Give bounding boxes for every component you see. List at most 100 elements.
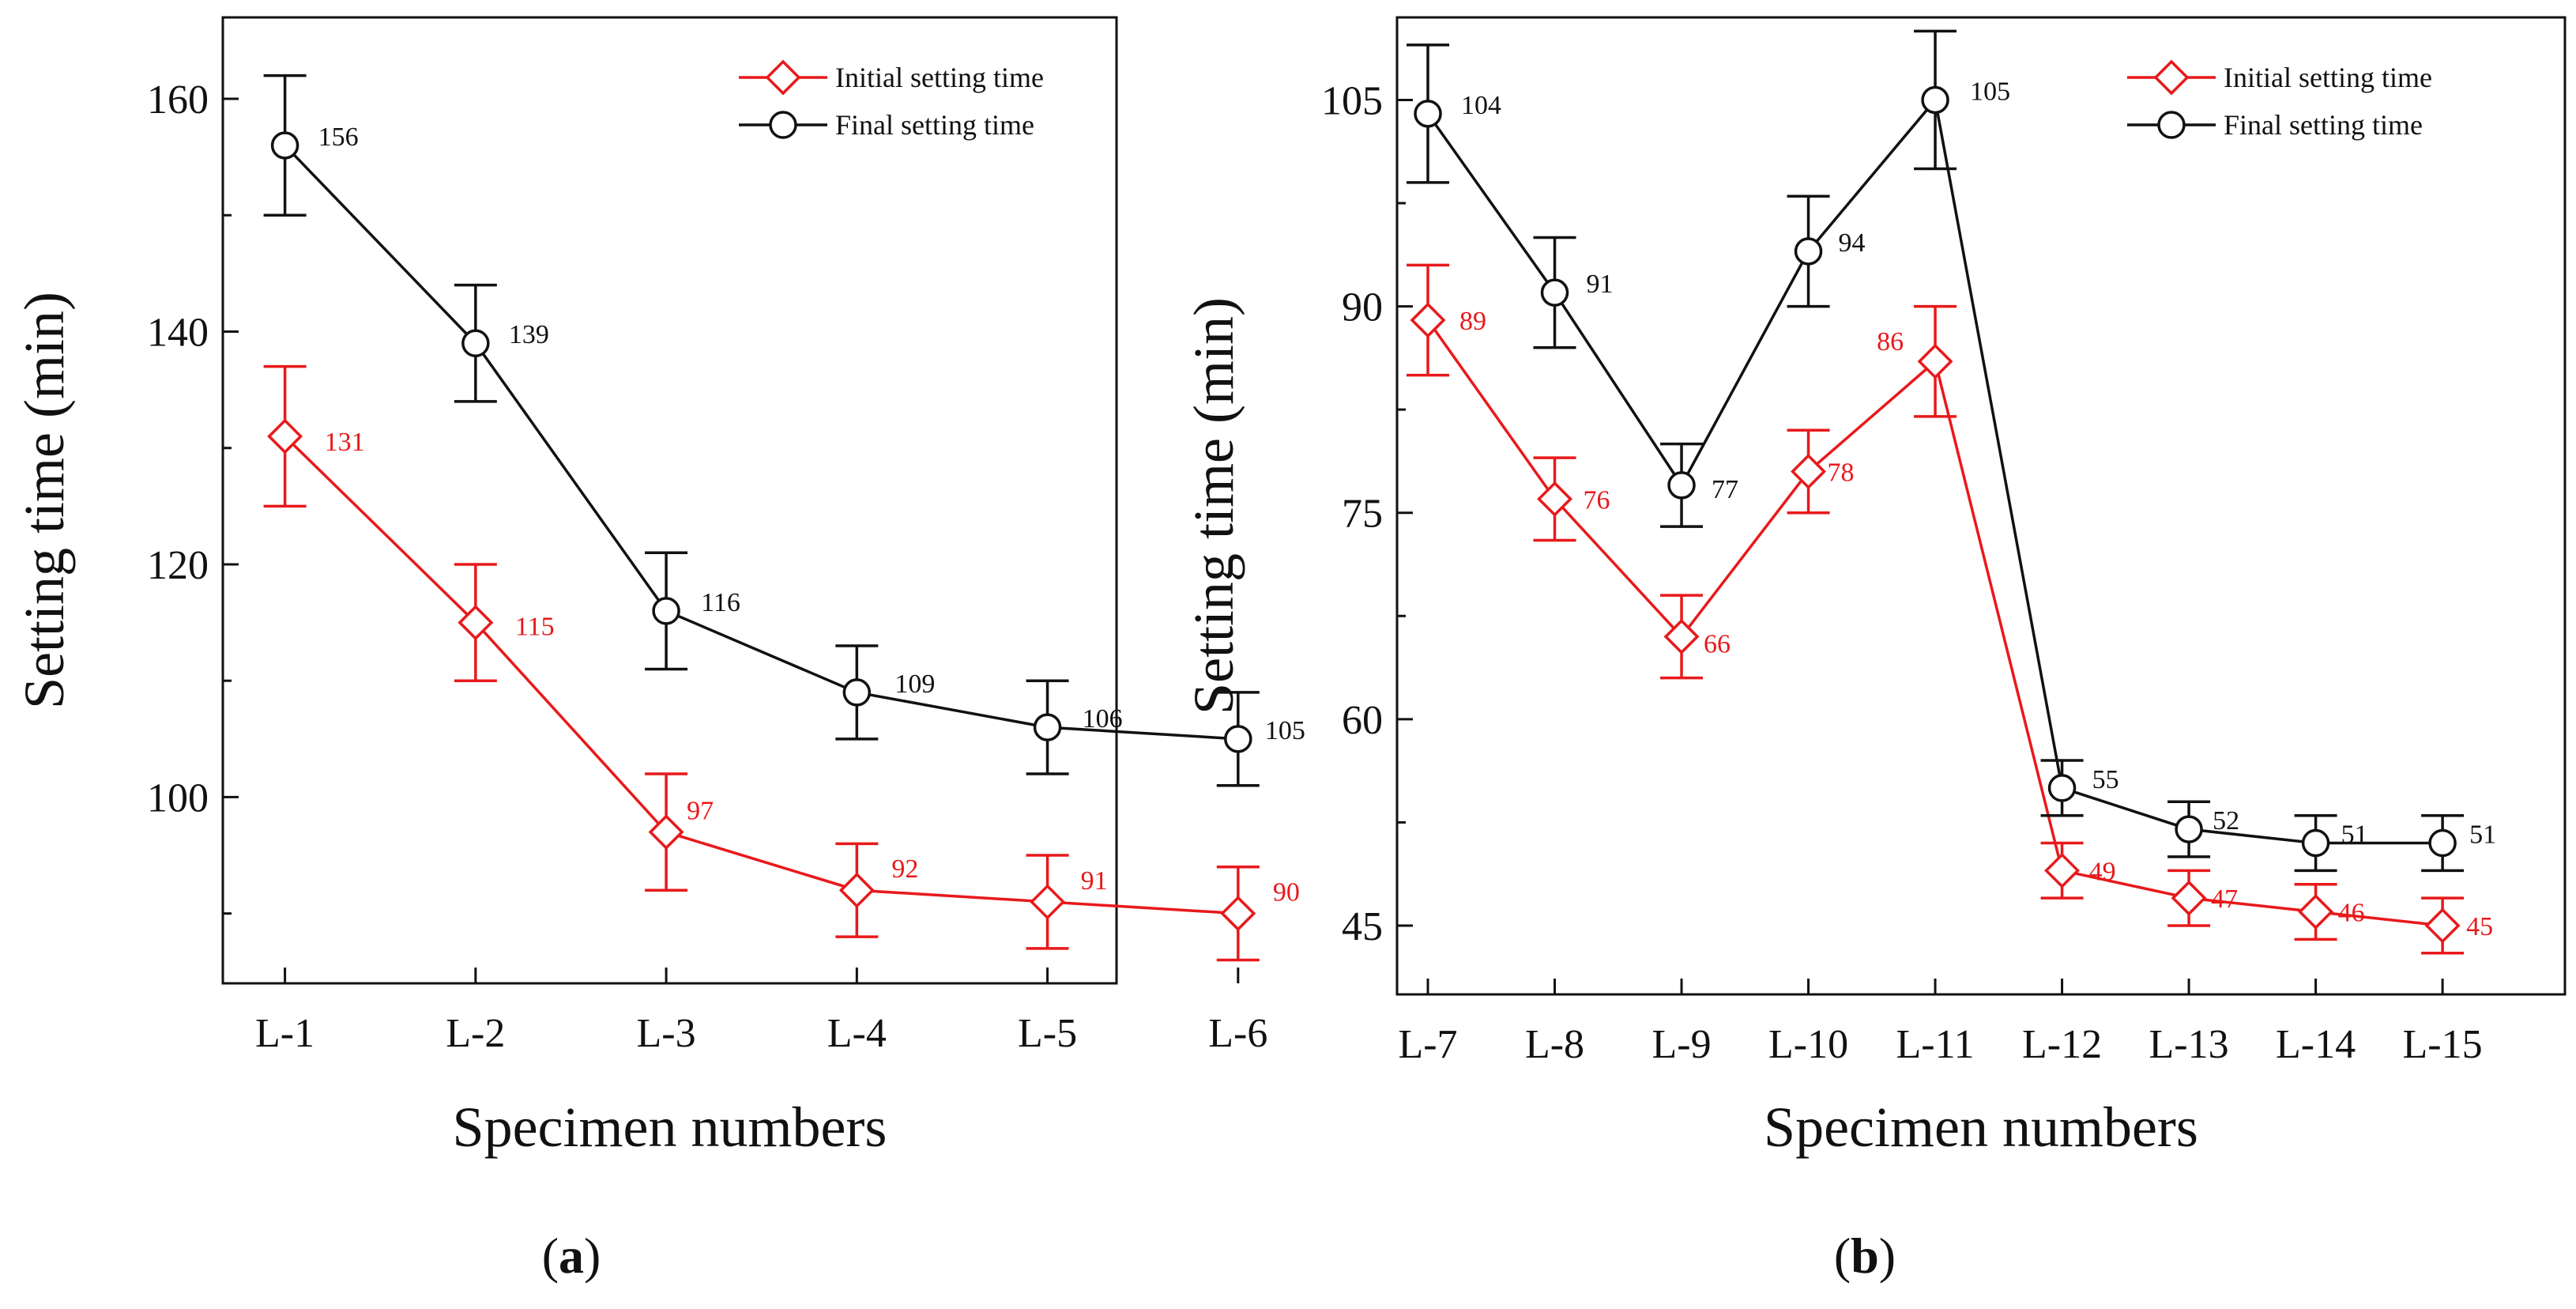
data-label-final: 105 (1265, 716, 1305, 745)
legend-label: Initial setting time (835, 62, 1044, 93)
y-tick-label: 45 (1342, 904, 1383, 949)
series-line-final (1426, 96, 2443, 845)
data-label-initial: 90 (1273, 878, 1300, 907)
data-label-final: 51 (2469, 820, 2496, 850)
data-label-initial: 92 (891, 854, 918, 884)
x-tick-label: L-1 (255, 1011, 314, 1056)
data-point-initial (1917, 343, 1953, 379)
series-final: 156 139 116 109 106 105 (263, 74, 1305, 787)
chart-panel-a: 100 120 140 160 L-1 L-2 L-3 L-4 L-5 L-6 Specimen n… (13, 16, 1305, 1284)
x-tick-label: L-11 (1896, 1022, 1974, 1067)
series-final: 104 91 77 94 105 55 52 51 51 (1407, 29, 2496, 873)
x-tick-label: L-14 (2276, 1022, 2356, 1067)
data-label-final: 156 (318, 123, 359, 152)
data-point-final (2301, 828, 2330, 858)
data-point-final (1224, 725, 1252, 753)
x-tick-label: L-4 (827, 1011, 887, 1056)
legend-marker-final (769, 111, 797, 139)
x-tick-label: L-7 (1398, 1022, 1457, 1067)
caption-close: ) (584, 1228, 601, 1284)
x-tick-label: L-2 (446, 1011, 505, 1056)
series-line-final (284, 144, 1238, 741)
data-label-initial: 66 (1704, 629, 1731, 658)
data-label-initial: 131 (325, 428, 365, 457)
data-point-initial (2044, 852, 2081, 888)
data-point-final (1667, 471, 1696, 500)
data-point-initial (1537, 481, 1573, 517)
data-label-initial: 86 (1877, 327, 1904, 356)
data-point-initial (458, 605, 494, 641)
legend-item-initial: Initial setting time (2127, 59, 2432, 96)
caption-close: ) (1879, 1228, 1896, 1284)
panel-caption: (a) (542, 1228, 601, 1284)
x-tick-label: L-8 (1525, 1022, 1584, 1067)
data-label-final: 94 (1839, 228, 1866, 258)
data-point-final (1033, 713, 1062, 741)
legend-label: Final setting time (835, 109, 1034, 141)
data-label-initial: 76 (1584, 485, 1610, 515)
x-axis-title: Specimen numbers (453, 1096, 887, 1159)
data-label-initial: 89 (1459, 307, 1486, 336)
legend-item-final: Final setting time (2127, 109, 2423, 141)
data-point-final (1414, 100, 1442, 128)
y-tick-label: 100 (147, 775, 209, 820)
data-label-initial: 78 (1828, 458, 1855, 487)
series-initial: 89 76 66 78 86 49 47 46 45 (1407, 263, 2493, 955)
x-tick-label: L-6 (1208, 1011, 1267, 1056)
series-line-initial (284, 435, 1238, 915)
data-label-final: 51 (2341, 820, 2368, 850)
y-tick-label: 140 (147, 311, 209, 356)
data-point-final (461, 329, 490, 357)
x-tick-label: L-9 (1651, 1022, 1711, 1067)
caption-open: ( (542, 1228, 559, 1284)
data-point-final (270, 131, 299, 160)
data-point-initial (1220, 896, 1256, 932)
x-tick-label: L-13 (2149, 1022, 2229, 1067)
x-tick-label: L-15 (2403, 1022, 2483, 1067)
plot-frame (1395, 16, 2567, 996)
y-tick-label: 75 (1342, 492, 1383, 537)
data-point-initial (838, 872, 875, 908)
legend-item-final: Final setting time (739, 109, 1034, 141)
data-label-final: 77 (1712, 475, 1738, 504)
data-point-initial (1410, 302, 1446, 338)
x-tick-label: L-10 (1768, 1022, 1848, 1067)
data-point-final (2047, 774, 2077, 802)
data-point-final (652, 597, 680, 625)
data-label-final: 105 (1970, 77, 2010, 106)
data-label-initial: 46 (2338, 899, 2365, 928)
y-axis-title: Setting time (min) (13, 292, 76, 709)
data-point-initial (2424, 907, 2461, 944)
legend-label: Final setting time (2224, 109, 2423, 141)
data-label-final: 52 (2213, 806, 2239, 836)
legend-label: Initial setting time (2224, 62, 2432, 93)
data-label-initial: 115 (515, 613, 555, 642)
legend-marker-initial (2153, 59, 2190, 96)
x-tick-label: L-3 (637, 1011, 696, 1056)
data-label-final: 139 (509, 320, 549, 349)
caption-letter: b (1851, 1228, 1879, 1284)
legend-marker-final (2157, 111, 2186, 139)
data-label-initial: 49 (2089, 857, 2116, 886)
data-point-final (1794, 237, 1823, 266)
data-point-initial (2298, 894, 2334, 930)
y-tick-label: 120 (147, 543, 209, 588)
data-label-final: 104 (1461, 91, 1501, 120)
caption-letter: a (559, 1228, 584, 1284)
panel-caption: (b) (1834, 1228, 1896, 1284)
data-label-final: 109 (894, 670, 935, 699)
data-point-final (2175, 815, 2203, 843)
legend-marker-initial (765, 59, 801, 96)
x-tick-label: L-12 (2022, 1022, 2102, 1067)
data-label-final: 106 (1083, 704, 1123, 734)
chart-panel-b: 45 60 75 90 105 L-7 L-8 L-9 L-10 L-11 L-12 L-13 L-14… (1182, 16, 2567, 1284)
x-axis-title: Specimen numbers (1764, 1096, 2198, 1159)
y-tick-label: 90 (1342, 285, 1383, 330)
plot-frame (221, 16, 1118, 985)
legend-item-initial: Initial setting time (739, 59, 1044, 96)
data-point-final (1540, 278, 1569, 307)
data-label-initial: 47 (2211, 885, 2238, 914)
data-point-initial (1030, 884, 1066, 920)
data-point-initial (1791, 454, 1827, 489)
